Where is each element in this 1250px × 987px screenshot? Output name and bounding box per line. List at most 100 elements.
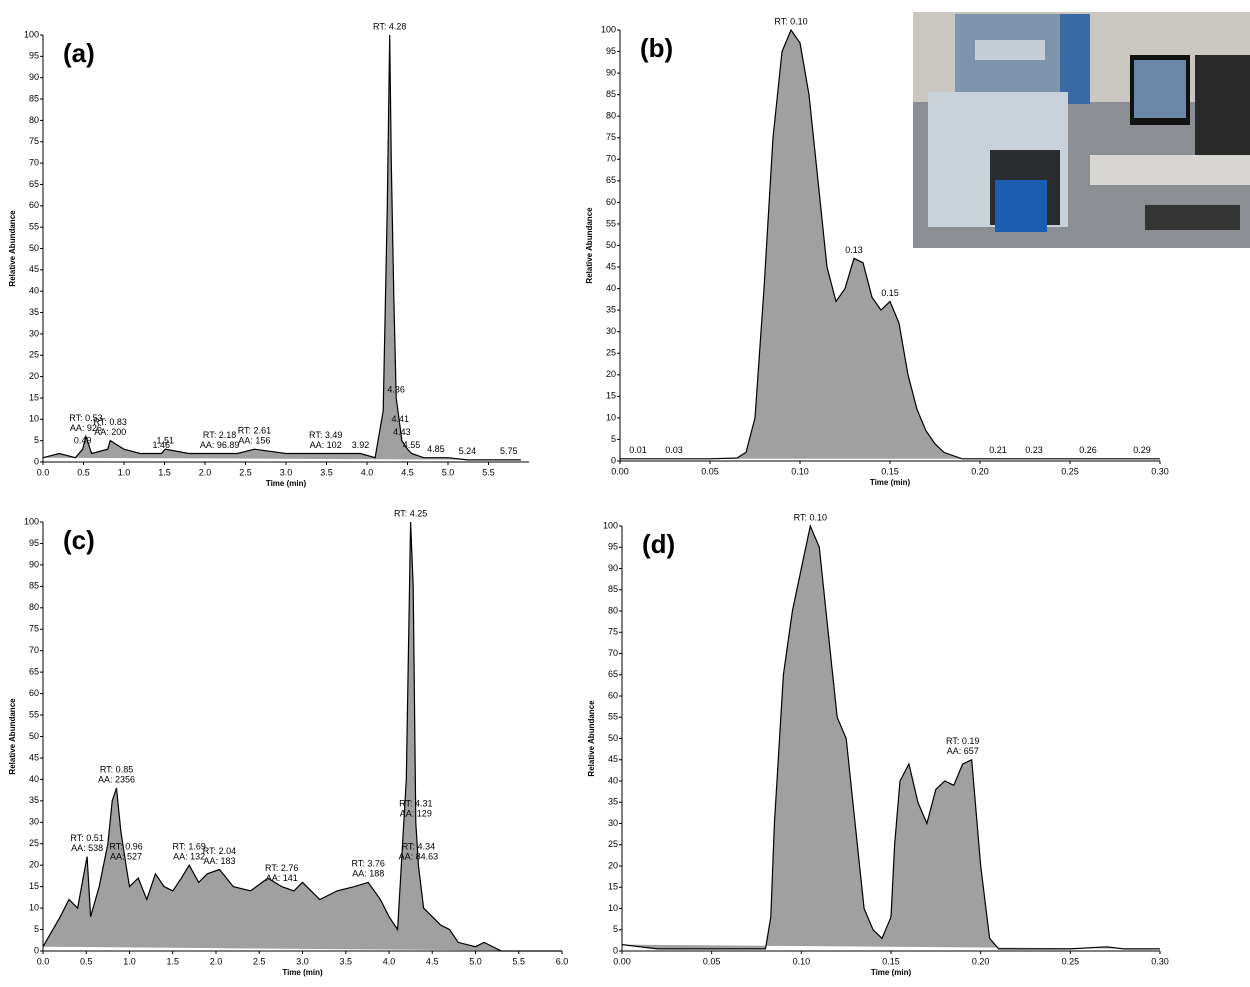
peak-annotation: RT: 0.53 [69, 413, 102, 423]
peak-annotation: RT: 3.49 [309, 430, 342, 440]
x-tick-label: 5.0 [442, 467, 455, 477]
peak-annotation: 4.36 [387, 384, 405, 394]
x-tick-label: 1.5 [166, 956, 179, 966]
y-tick-label: 25 [29, 838, 39, 848]
peak-annotation: RT: 4.25 [394, 508, 427, 518]
peak-annotation: RT: 2.04 [203, 846, 236, 856]
peak-annotation: AA: 141 [266, 873, 298, 883]
peak-annotation: 0.29 [1133, 445, 1151, 455]
y-tick-label: 40 [606, 283, 616, 293]
x-tick-label: 3.5 [339, 956, 352, 966]
peak-annotation: 0.13 [845, 245, 863, 255]
y-tick-label: 70 [608, 648, 618, 658]
x-tick-label: 1.0 [118, 467, 131, 477]
y-tick-label: 85 [29, 93, 39, 103]
peak-annotation: AA: 84.63 [399, 852, 439, 862]
x-tick-label: 0.10 [793, 956, 811, 966]
y-tick-label: 50 [608, 733, 618, 743]
x-tick-label: 3.5 [320, 467, 333, 477]
peak-annotation: 4.55 [403, 440, 421, 450]
peak-annotation: AA: 102 [310, 440, 342, 450]
y-tick-label: 0 [613, 945, 618, 955]
y-tick-label: 50 [29, 731, 39, 741]
x-tick-label: 0.5 [77, 467, 90, 477]
y-axis-label: Relative Abundance [585, 207, 594, 284]
x-tick-label: 4.0 [383, 956, 396, 966]
photo [913, 12, 1250, 248]
peak-annotation: 1.51 [157, 436, 175, 446]
y-tick-label: 75 [29, 624, 39, 634]
peak-annotation: RT: 4.31 [399, 799, 432, 809]
peak-annotation: 4.85 [427, 444, 445, 454]
y-tick-label: 40 [29, 286, 39, 296]
chromatogram-panel: 0 5 10 15 20 25 30 35 40 45 50 55 60 65 70 75 80 85 90 95 10… [8, 508, 568, 977]
x-tick-label: 0.20 [971, 466, 989, 476]
chromatogram-panel: 0 5 10 15 20 25 30 35 40 45 50 55 60 65 70 75 80 85 90 95 10… [587, 512, 1169, 977]
peak-annotation: 0.01 [629, 445, 647, 455]
peak-annotation: 0.21 [989, 445, 1007, 455]
peak-annotation: AA: 183 [203, 856, 235, 866]
y-tick-label: 85 [608, 584, 618, 594]
y-tick-label: 5 [34, 924, 39, 934]
peak-annotation: 0.49 [74, 436, 92, 446]
peak-annotation: 0.15 [881, 288, 899, 298]
peak-annotation: RT: 2.61 [238, 426, 271, 436]
y-tick-label: 55 [606, 218, 616, 228]
y-tick-label: 60 [29, 688, 39, 698]
y-tick-label: 10 [606, 412, 616, 422]
peak-annotation: RT: 0.83 [94, 417, 127, 427]
y-tick-label: 90 [29, 559, 39, 569]
y-tick-label: 65 [29, 667, 39, 677]
y-tick-label: 75 [606, 132, 616, 142]
panel-label: (c) [63, 525, 95, 555]
y-tick-label: 35 [608, 797, 618, 807]
y-tick-label: 25 [29, 350, 39, 360]
y-tick-label: 100 [603, 520, 618, 530]
y-tick-label: 50 [29, 243, 39, 253]
y-tick-label: 5 [34, 435, 39, 445]
y-tick-label: 80 [29, 115, 39, 125]
peak-annotation: 3.92 [352, 440, 370, 450]
y-tick-label: 35 [606, 305, 616, 315]
x-tick-label: 5.5 [512, 956, 525, 966]
y-tick-label: 60 [29, 200, 39, 210]
y-tick-label: 70 [29, 645, 39, 655]
peak-annotation: 0.03 [665, 445, 683, 455]
peak-annotation: AA: 156 [238, 436, 270, 446]
y-axis-label: Relative Abundance [8, 698, 17, 775]
peak-annotation: RT: 0.96 [109, 842, 142, 852]
peak-annotation: 0.26 [1079, 445, 1097, 455]
y-tick-label: 5 [613, 924, 618, 934]
x-axis-label: Time (min) [870, 478, 911, 487]
chromatogram-trace [620, 28, 1160, 460]
x-tick-label: 4.5 [426, 956, 439, 966]
y-axis-label: Relative Abundance [8, 210, 17, 287]
x-tick-label: 0.5 [80, 956, 93, 966]
y-tick-label: 85 [606, 89, 616, 99]
y-tick-label: 70 [29, 157, 39, 167]
x-tick-label: 5.5 [482, 467, 495, 477]
y-tick-label: 40 [29, 774, 39, 784]
y-tick-label: 30 [29, 817, 39, 827]
peak-annotation: 0.23 [1025, 445, 1043, 455]
y-tick-label: 15 [608, 882, 618, 892]
y-tick-label: 45 [606, 261, 616, 271]
x-tick-label: 3.0 [296, 956, 309, 966]
x-tick-label: 2.0 [199, 467, 212, 477]
x-tick-label: 3.0 [280, 467, 293, 477]
chromatogram-panel: 0 5 10 15 20 25 30 35 40 45 50 55 60 65 70 75 80 85 90 95 10… [8, 21, 529, 488]
peak-annotation: RT: 2.76 [265, 863, 298, 873]
y-tick-label: 10 [29, 414, 39, 424]
x-tick-label: 0.10 [791, 466, 809, 476]
peak-annotation: RT: 0.10 [774, 16, 807, 26]
x-tick-label: 0.30 [1151, 466, 1169, 476]
x-tick-label: 0.25 [1062, 956, 1080, 966]
y-tick-label: 20 [608, 860, 618, 870]
x-tick-label: 1.0 [123, 956, 136, 966]
y-tick-label: 30 [608, 818, 618, 828]
x-tick-label: 1.5 [158, 467, 171, 477]
x-tick-label: 0.05 [701, 466, 719, 476]
chromatogram-trace [42, 34, 521, 461]
peak-annotation: AA: 132 [173, 852, 205, 862]
